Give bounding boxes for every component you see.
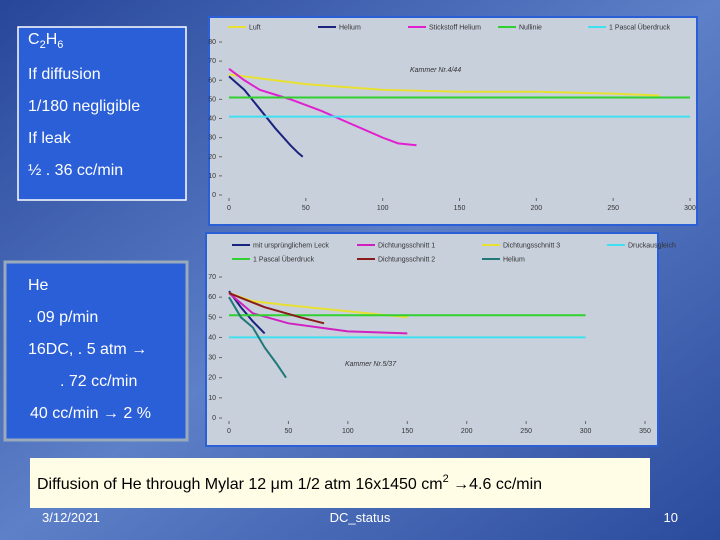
x-tick-label: 350 bbox=[639, 428, 651, 435]
y-tick-label: 0 bbox=[212, 415, 216, 422]
formula-sub: 2 bbox=[40, 39, 46, 51]
y-tick-label: 80 bbox=[208, 39, 216, 46]
summary: Diffusion of He through Mylar 12 μm 1/2 … bbox=[37, 473, 542, 493]
legend-label: Luft bbox=[249, 25, 261, 32]
y-tick-label: 0 bbox=[212, 192, 216, 199]
summary-text: →4.6 cc/min bbox=[449, 476, 542, 493]
annotation: Kammer Nr.5/37 bbox=[345, 361, 397, 368]
chart-frame bbox=[205, 232, 659, 447]
legend-label: Nullinie bbox=[519, 25, 542, 32]
y-tick-label: 10 bbox=[208, 173, 216, 180]
box-line: He bbox=[28, 277, 49, 294]
legend-label: Helium bbox=[503, 257, 525, 264]
legend-label: Dichtungsschnitt 1 bbox=[378, 243, 435, 250]
legend-label: Dichtungsschnitt 2 bbox=[378, 257, 435, 264]
data-line bbox=[228, 75, 304, 158]
box-line: 16DC, . 5 atm → bbox=[28, 341, 147, 358]
box-line: . 09 p/min bbox=[28, 309, 98, 326]
x-tick-label: 150 bbox=[401, 428, 413, 435]
y-tick-label: 60 bbox=[208, 294, 216, 301]
box-line: 40 cc/min → 2 % bbox=[30, 405, 151, 422]
box-line: ½ . 36 cc/min bbox=[28, 162, 123, 179]
data-line bbox=[228, 292, 325, 325]
data-line bbox=[228, 296, 287, 379]
data-line bbox=[228, 73, 660, 97]
x-tick-label: 0 bbox=[227, 205, 231, 212]
x-tick-label: 300 bbox=[684, 205, 696, 212]
y-tick-label: 60 bbox=[208, 77, 216, 84]
summary-text: Diffusion of He through Mylar 12 μm 1/2 … bbox=[37, 476, 443, 493]
page-number: 10 bbox=[664, 510, 678, 525]
text-box bbox=[3, 260, 189, 442]
y-tick-label: 30 bbox=[208, 355, 216, 362]
y-tick-label: 20 bbox=[208, 375, 216, 382]
box-line: If leak bbox=[28, 130, 72, 147]
y-tick-label: 10 bbox=[208, 395, 216, 402]
x-tick-label: 300 bbox=[580, 428, 592, 435]
y-tick-label: 70 bbox=[208, 58, 216, 65]
footer-date: 3/12/2021 bbox=[42, 510, 100, 525]
x-tick-label: 100 bbox=[377, 205, 389, 212]
y-tick-label: 70 bbox=[208, 274, 216, 281]
box-line: 1/180 negligible bbox=[28, 98, 140, 115]
box-line: . 72 cc/min bbox=[60, 373, 137, 390]
data-line bbox=[228, 292, 408, 335]
chart-frame bbox=[208, 16, 698, 226]
legend-label: Dichtungsschnitt 3 bbox=[503, 243, 560, 250]
x-tick-label: 150 bbox=[454, 205, 466, 212]
x-tick-label: 250 bbox=[607, 205, 619, 212]
legend-label: Helium bbox=[339, 25, 361, 32]
x-tick-label: 200 bbox=[530, 205, 542, 212]
data-line bbox=[228, 67, 417, 147]
legend-label: Druckausgleich bbox=[628, 243, 676, 250]
y-tick-label: 40 bbox=[208, 334, 216, 341]
x-tick-label: 50 bbox=[302, 205, 310, 212]
summary-sup: 2 bbox=[443, 473, 449, 485]
y-tick-label: 50 bbox=[208, 314, 216, 321]
annotation: Kammer Nr.4/44 bbox=[410, 67, 461, 74]
box-line: If diffusion bbox=[28, 66, 101, 83]
legend-label: mit ursprünglichem Leck bbox=[253, 243, 329, 250]
y-tick-label: 40 bbox=[208, 116, 216, 123]
formula-part: H bbox=[46, 31, 58, 48]
x-tick-label: 100 bbox=[342, 428, 354, 435]
footer-title: DC_status bbox=[330, 510, 391, 525]
x-tick-label: 50 bbox=[285, 428, 293, 435]
y-tick-label: 30 bbox=[208, 135, 216, 142]
formula: C2H6 bbox=[28, 31, 63, 51]
x-tick-label: 0 bbox=[227, 428, 231, 435]
text-box bbox=[17, 26, 187, 201]
summary-box bbox=[30, 458, 650, 508]
y-tick-label: 50 bbox=[208, 96, 216, 103]
y-tick-label: 20 bbox=[208, 154, 216, 161]
legend-label: Stickstoff Helium bbox=[429, 25, 481, 32]
legend-label: 1 Pascal Überdruck bbox=[253, 256, 315, 264]
legend-label: 1 Pascal Überdruck bbox=[609, 24, 671, 32]
formula-sub: 6 bbox=[57, 39, 63, 51]
x-tick-label: 250 bbox=[520, 428, 532, 435]
x-tick-label: 200 bbox=[461, 428, 473, 435]
formula-part: C bbox=[28, 31, 40, 48]
